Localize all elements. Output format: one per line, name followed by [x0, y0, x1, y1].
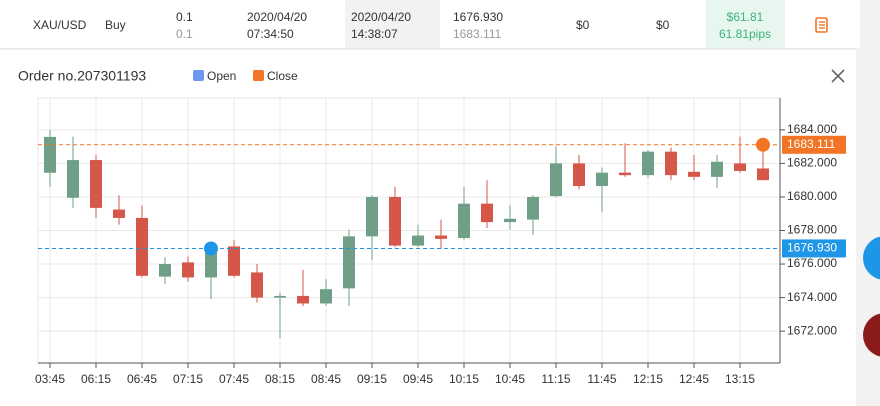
x-tick-label: 08:45 [311, 372, 341, 386]
cell-text: $61.81 [727, 10, 764, 24]
x-tick-label: 11:15 [541, 372, 570, 386]
marker-point [204, 241, 218, 256]
modal-title: Order no.207301193 [18, 68, 146, 84]
cell-text: 2020/04/20 [247, 10, 307, 24]
candle-body [734, 163, 746, 171]
candle-body [113, 209, 125, 218]
candle-body [458, 203, 470, 239]
price-tag-label: 1683.111 [787, 137, 836, 151]
modal [0, 49, 856, 406]
candle-body [550, 163, 562, 197]
candle-body [412, 235, 424, 246]
cell-bg [345, 0, 440, 48]
legend-label: Close [267, 69, 298, 83]
candle-body [44, 136, 56, 173]
x-tick-label: 09:45 [403, 372, 433, 386]
y-tick-label: 1680.000 [787, 189, 837, 203]
x-tick-label: 11:45 [587, 372, 616, 386]
x-tick-label: 08:15 [265, 372, 295, 386]
price-tag [782, 135, 846, 154]
cell-text: 61.81pips [719, 27, 771, 41]
candle-body [251, 272, 263, 298]
candle-body [435, 235, 447, 239]
candle-body [596, 172, 608, 187]
candle-body [573, 163, 585, 187]
chart: 03:45 06:15 06:45 07:15 07:45 08:15 08:45 09:15… [35, 69, 846, 386]
candle-body [297, 295, 309, 304]
price-tag [782, 239, 846, 258]
candle-body [757, 168, 769, 181]
legend-swatch [253, 70, 264, 81]
y-tick-label: 1676.000 [787, 256, 837, 270]
candle-body [619, 172, 631, 176]
candle-body [688, 171, 700, 177]
candle-body [90, 160, 102, 208]
candle-body [665, 151, 677, 176]
candle-body [205, 251, 217, 278]
x-tick-label: 12:15 [633, 372, 663, 386]
candle-body [67, 160, 79, 198]
candle-body [136, 217, 148, 276]
cell-text: 07:34:50 [247, 27, 294, 41]
cell-text: 14:38:07 [351, 27, 398, 41]
candle-body [389, 196, 401, 246]
candle-body [159, 264, 171, 277]
legend-label: Open [207, 69, 236, 83]
close-button[interactable] [831, 69, 845, 83]
candle-body [504, 218, 516, 223]
x-tick-label: 12:45 [679, 372, 709, 386]
candle-body [343, 236, 355, 289]
x-tick-label: 06:15 [81, 372, 111, 386]
legend-swatch [193, 70, 204, 81]
candle-body [711, 161, 723, 177]
candle-body [228, 246, 240, 276]
candle-body [182, 262, 194, 278]
side-widget[interactable] [863, 236, 880, 280]
x-tick-label: 03:45 [35, 372, 65, 386]
marker-point [756, 137, 770, 152]
cell-text: $0 [576, 18, 590, 32]
candle-body [274, 295, 286, 298]
y-tick-label: 1682.000 [787, 156, 837, 170]
cell-text: 0.1 [176, 10, 193, 24]
x-tick-label: 09:15 [357, 372, 387, 386]
y-tick-label: 1678.000 [787, 223, 837, 237]
cell-text: 1683.111 [453, 27, 502, 41]
x-tick-label: 13:15 [725, 372, 755, 386]
price-tag-label: 1676.930 [787, 241, 837, 255]
x-tick-label: 10:15 [449, 372, 479, 386]
cell-text: XAU/USD [33, 18, 87, 32]
cell-text: $0 [656, 18, 670, 32]
candle-body [320, 289, 332, 304]
candle-body [527, 196, 539, 220]
y-tick-label: 1684.000 [787, 122, 837, 136]
x-tick-label: 06:45 [127, 372, 157, 386]
x-tick-label: 07:45 [219, 372, 249, 386]
x-tick-label: 10:45 [495, 372, 525, 386]
candle-body [642, 151, 654, 176]
cell-text: 1676.930 [453, 10, 503, 24]
candle-body [366, 196, 378, 237]
cell-text: Buy [105, 18, 126, 32]
cell-text: 0.1 [176, 27, 193, 41]
cell-text: 2020/04/20 [351, 10, 411, 24]
doc-icon[interactable] [815, 17, 828, 33]
side-badge[interactable] [863, 313, 880, 357]
profit-bg [706, 0, 785, 48]
x-tick-label: 07:15 [173, 372, 203, 386]
y-tick-label: 1672.000 [787, 323, 837, 337]
y-tick-label: 1674.000 [787, 290, 837, 304]
candle-body [481, 203, 493, 223]
